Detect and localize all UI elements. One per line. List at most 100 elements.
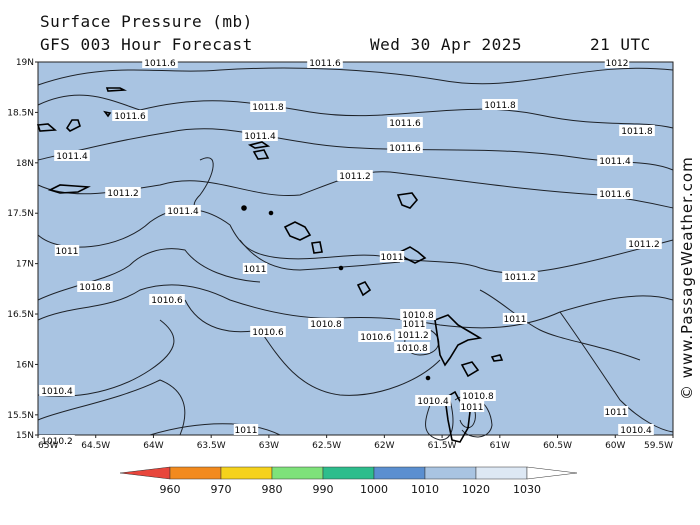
colorbar-low-arrow <box>119 466 171 480</box>
forecast-label: GFS 003 Hour Forecast <box>40 35 253 54</box>
colorbar-segment <box>271 466 324 480</box>
lat-label: 15.5N <box>7 411 34 421</box>
contour-label-bg <box>337 170 373 181</box>
longitude-axis: 65W 64.5W 64W 63.5W 63W 62.5W 62W 61.5W 61W 60.5W… <box>37 435 674 451</box>
colorbar-tick-label: 970 <box>211 483 232 496</box>
contour-label-bg <box>250 101 286 112</box>
colorbar-segment <box>424 466 477 480</box>
contour-label: 1010.8 <box>79 283 111 293</box>
contour-label-bg <box>502 313 528 324</box>
contour-label: 1011.8 <box>484 101 516 111</box>
colorbar-segment <box>475 466 528 480</box>
contour-label: 1010.8 <box>402 311 434 321</box>
contour-label: 1010.8 <box>462 392 494 402</box>
contour-label-bg <box>603 406 629 417</box>
contour-label: 1011 <box>605 408 628 418</box>
contour-label: 1011 <box>56 247 79 257</box>
contour-label-bg <box>379 251 405 262</box>
contour-label: 1011 <box>461 403 484 413</box>
lat-label: 18.5N <box>7 108 34 118</box>
island-coastlines <box>36 87 504 443</box>
contour-label-bg <box>358 331 394 342</box>
contour-label-bg <box>233 424 259 435</box>
colorbar-segment <box>322 466 375 480</box>
contour-label-bg <box>165 205 201 216</box>
contour-label: 1010.6 <box>360 333 392 343</box>
valid-date: Wed 30 Apr 2025 <box>370 35 522 54</box>
contour-label: 1012 <box>606 59 629 69</box>
contour-label: 1011.2 <box>397 331 429 341</box>
contour-label-bg <box>77 281 113 292</box>
lat-label: 16N <box>16 360 34 370</box>
colorbar-tick-label: 960 <box>160 483 181 496</box>
contour-label: 1010.8 <box>396 344 428 354</box>
contour-label: 1010.4 <box>417 397 449 407</box>
contour-label-bg <box>250 326 286 337</box>
lon-label: 64W <box>143 441 163 451</box>
lat-label: 18N <box>16 159 34 169</box>
map-background <box>37 61 674 436</box>
contour-label-bg <box>142 57 178 68</box>
contour-label-bg <box>618 424 654 435</box>
lon-label: 64.5W <box>81 441 110 451</box>
contour-label: 1011.4 <box>56 152 88 162</box>
colorbar-tick-label: 990 <box>313 483 334 496</box>
contour-label: 1011 <box>504 315 527 325</box>
lat-label: 19N <box>16 58 34 68</box>
lon-label: 63W <box>259 441 279 451</box>
contour-label-bg <box>112 110 148 121</box>
contour-label: 1011.6 <box>144 59 176 69</box>
contour-label-bg <box>105 187 141 198</box>
contour-label: 1011 <box>381 253 404 263</box>
colorbar-tick-label: 1020 <box>462 483 490 496</box>
contour-label-bg <box>54 245 80 256</box>
contour-label: 1010.6 <box>151 296 183 306</box>
contour-label-bg <box>242 263 268 274</box>
lon-label: 61W <box>490 441 510 451</box>
map-title: Surface Pressure (mb) <box>40 12 253 31</box>
contour-label-bg <box>619 125 655 136</box>
colorbar-high-arrow <box>526 466 578 480</box>
lat-label: 16.5N <box>7 310 34 320</box>
contour-label-bg <box>604 57 630 68</box>
colorbar-tick-label: 1010 <box>411 483 439 496</box>
credit-text: © www.PassageWeather.com <box>678 156 696 400</box>
contour-label: 1011.6 <box>114 112 146 122</box>
contour-label-bg <box>387 142 423 153</box>
contour-label: 1010.2 <box>41 437 73 447</box>
lat-label: 17N <box>16 260 34 270</box>
contour-label: 1011.8 <box>621 127 653 137</box>
lat-label: 15N <box>16 431 34 441</box>
colorbar-segment <box>169 466 222 480</box>
contour-label: 1011.4 <box>167 207 199 217</box>
lon-label: 62W <box>374 441 394 451</box>
contour-label: 1011.2 <box>628 240 660 250</box>
lon-label: 59.5W <box>644 441 673 451</box>
lon-label: 62.5W <box>312 441 341 451</box>
contour-label: 1011.6 <box>599 190 631 200</box>
contour-label: 1011.2 <box>107 189 139 199</box>
contour-label-bg <box>242 130 278 141</box>
lon-label: 63.5W <box>197 441 226 451</box>
contour-label: 1011.4 <box>599 157 631 167</box>
contour-label: 1011.6 <box>389 119 421 129</box>
contour-label-bg <box>54 150 90 161</box>
contour-label: 1011.4 <box>244 132 276 142</box>
contour-label-bg <box>460 390 496 401</box>
contour-labels: 1011.6 1011.6 1012 1011.6 1011.8 1011.8 1011.8… <box>39 57 662 447</box>
contour-label-bg <box>401 318 427 329</box>
contour-label-bg <box>387 117 423 128</box>
contour-label-bg <box>39 385 75 396</box>
colorbar-tick-label: 1030 <box>513 483 541 496</box>
contour-label: 1011.6 <box>309 59 341 69</box>
contour-label-bg <box>626 238 662 249</box>
lat-label: 17.5N <box>7 209 34 219</box>
lon-label: 60.5W <box>543 441 572 451</box>
contour-label-bg <box>459 401 485 412</box>
contour-label: 1010.8 <box>310 320 342 330</box>
colorbar-tick-label: 1000 <box>360 483 388 496</box>
lon-label: 65W <box>38 441 58 451</box>
contour-label: 1010.4 <box>620 426 652 436</box>
contour-label-bg <box>400 309 436 320</box>
